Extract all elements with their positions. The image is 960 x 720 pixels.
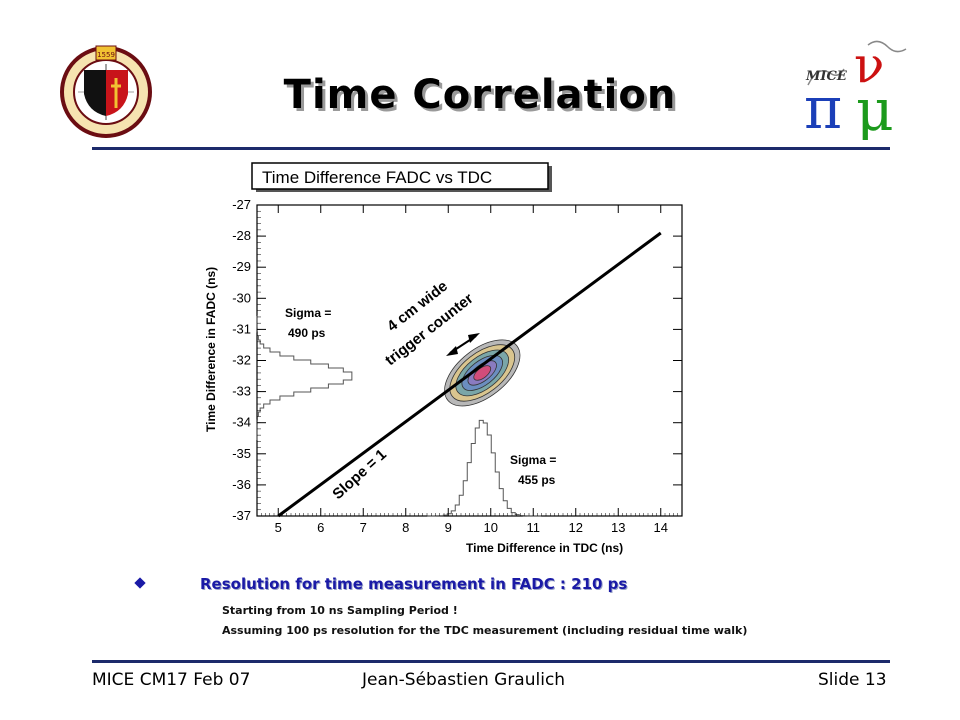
svg-text:MICE: MICE [805,69,848,84]
y-tick-label: -31 [232,321,251,336]
x-projection-histogram [426,419,542,517]
y-tick-label: -30 [232,290,251,305]
footer-meeting: MICE CM17 Feb 07 [92,670,251,690]
x-tick-label: 5 [275,520,282,535]
y-tick-label: -29 [232,259,251,274]
university-seal-logo: 1559 [60,45,152,138]
bullet-diamond [134,577,146,589]
x-tick-label: 6 [317,520,324,535]
correlation-cluster [444,339,521,407]
top-divider [92,147,890,150]
y-tick-label: -27 [232,197,251,212]
y-tick-label: -37 [232,508,251,523]
x-tick-label: 13 [611,520,625,535]
axis-ticks: 5 6 7 8 9 10 11 12 13 14 -27 -28 -29 -30 -31 -32 -33 -34 -… [232,197,683,535]
y-projection-outline [256,315,353,441]
x-tick-label: 9 [445,520,452,535]
series-group [277,231,662,518]
x-sigma-label: Sigma = [510,453,556,467]
x-tick-label: 8 [402,520,409,535]
x-tick-label: 11 [527,520,541,535]
x-tick-label: 7 [360,520,367,535]
svg-text:π: π [804,74,842,140]
x-projection-outline [426,419,542,517]
y-axis-label: Time Difference in FADC (ns) [204,267,218,432]
y-sigma-label: Sigma = [285,306,331,320]
mice-logo: MICE π ν μ [804,36,907,140]
x-sigma-value: 455 ps [518,473,556,487]
y-tick-label: -35 [232,446,251,461]
y-projection-histogram [256,315,353,441]
time-correlation-chart: Time Difference FADC vs TDC 5 6 7 8 9 10 11 12 1… [204,162,683,555]
tdc-assumption-note: Assuming 100 ps resolution for the TDC m… [222,624,748,637]
y-tick-label: -33 [232,384,251,399]
footer-author: Jean-Sébastien Graulich [362,670,566,690]
y-tick-label: -28 [232,228,251,243]
counter-width-arrow [446,333,480,356]
svg-text:1559: 1559 [97,51,115,59]
slide-title: Time Correlation [283,72,677,118]
resolution-bullet: Resolution for time measurement in FADC … [200,575,628,593]
chart-title-box [251,162,549,190]
svg-text:ν: ν [854,36,884,94]
y-tick-label: -32 [232,353,251,368]
bottom-divider [92,660,890,663]
sampling-note: Starting from 10 ns Sampling Period ! [222,604,458,617]
y-tick-label: -36 [232,477,251,492]
x-tick-label: 14 [654,520,668,535]
slope-line [277,231,662,518]
y-sigma-value: 490 ps [288,326,326,340]
footer-slide-number: Slide 13 [818,670,887,690]
x-axis-label: Time Difference in TDC (ns) [466,541,623,555]
y-tick-label: -34 [232,415,251,430]
svg-text:μ: μ [856,76,894,140]
chart-title: Time Difference FADC vs TDC [262,168,492,187]
x-tick-label: 10 [484,520,498,535]
x-tick-label: 12 [569,520,583,535]
